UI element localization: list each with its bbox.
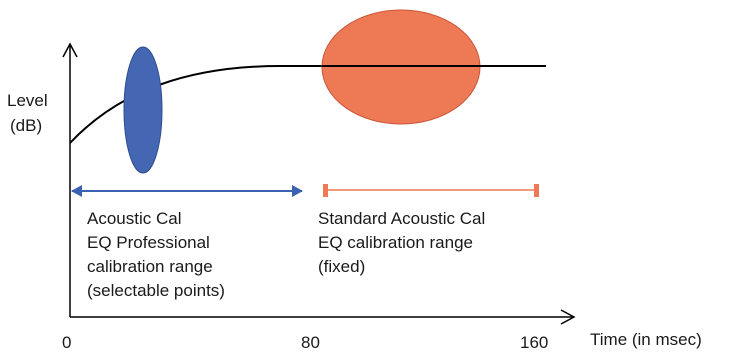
professional-ellipse (123, 46, 163, 174)
professional-label-line2: EQ Professional (87, 233, 210, 252)
y-axis-label-line2: (dB) (10, 116, 42, 135)
professional-label-line3: calibration range (87, 257, 213, 276)
professional-label-line4: (selectable points) (87, 281, 225, 300)
standard-label-line2: EQ calibration range (318, 233, 473, 252)
professional-label-line1: Acoustic Cal (87, 209, 181, 228)
standard-range-bar (323, 184, 539, 197)
standard-label-line3: (fixed) (318, 257, 365, 276)
level-curve (69, 65, 546, 144)
x-tick-0: 0 (62, 333, 71, 352)
y-axis-label-line1: Level (7, 91, 48, 110)
x-axis-label: Time (in msec) (590, 330, 702, 349)
x-tick-160: 160 (520, 333, 548, 352)
standard-label-line1: Standard Acoustic Cal (318, 209, 485, 228)
x-tick-80: 80 (301, 333, 320, 352)
